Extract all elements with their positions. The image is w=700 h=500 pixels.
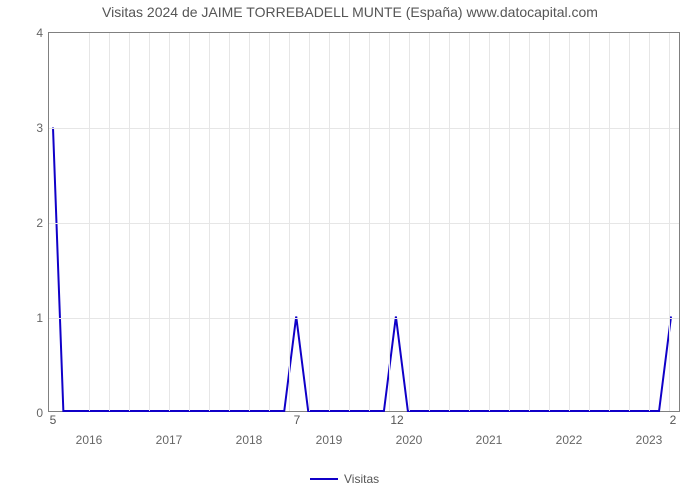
y-tick-label: 4 bbox=[36, 26, 49, 40]
value-label: 12 bbox=[390, 411, 403, 427]
gridline-v bbox=[429, 33, 430, 411]
gridline-v bbox=[309, 33, 310, 411]
gridline-h bbox=[49, 318, 679, 319]
gridline-v bbox=[129, 33, 130, 411]
value-label: 2 bbox=[670, 411, 677, 427]
series-line bbox=[49, 33, 679, 411]
gridline-v bbox=[529, 33, 530, 411]
gridline-h bbox=[49, 128, 679, 129]
x-tick-label: 2016 bbox=[76, 411, 103, 447]
gridline-v bbox=[569, 33, 570, 411]
gridline-v bbox=[649, 33, 650, 411]
plot-area: 0123420162017201820192020202120222023571… bbox=[48, 32, 680, 412]
gridline-v bbox=[449, 33, 450, 411]
x-tick-label: 2023 bbox=[636, 411, 663, 447]
gridline-v bbox=[509, 33, 510, 411]
chart-title: Visitas 2024 de JAIME TORREBADELL MUNTE … bbox=[0, 4, 700, 20]
legend-swatch bbox=[310, 478, 338, 480]
gridline-v bbox=[469, 33, 470, 411]
y-tick-label: 0 bbox=[36, 406, 49, 420]
x-tick-label: 2021 bbox=[476, 411, 503, 447]
y-tick-label: 1 bbox=[36, 311, 49, 325]
gridline-v bbox=[229, 33, 230, 411]
x-tick-label: 2017 bbox=[156, 411, 183, 447]
gridline-v bbox=[389, 33, 390, 411]
gridline-v bbox=[489, 33, 490, 411]
visits-chart: Visitas 2024 de JAIME TORREBADELL MUNTE … bbox=[0, 0, 700, 500]
gridline-v bbox=[589, 33, 590, 411]
x-tick-label: 2018 bbox=[236, 411, 263, 447]
gridline-v bbox=[669, 33, 670, 411]
legend: Visitas bbox=[310, 472, 379, 486]
gridline-v bbox=[369, 33, 370, 411]
gridline-v bbox=[189, 33, 190, 411]
y-tick-label: 3 bbox=[36, 121, 49, 135]
gridline-v bbox=[289, 33, 290, 411]
gridline-v bbox=[209, 33, 210, 411]
gridline-v bbox=[609, 33, 610, 411]
gridline-v bbox=[409, 33, 410, 411]
gridline-v bbox=[149, 33, 150, 411]
x-tick-label: 2019 bbox=[316, 411, 343, 447]
gridline-v bbox=[169, 33, 170, 411]
gridline-v bbox=[109, 33, 110, 411]
x-tick-label: 2022 bbox=[556, 411, 583, 447]
gridline-v bbox=[629, 33, 630, 411]
gridline-v bbox=[249, 33, 250, 411]
y-tick-label: 2 bbox=[36, 216, 49, 230]
gridline-h bbox=[49, 223, 679, 224]
gridline-v bbox=[269, 33, 270, 411]
value-label: 7 bbox=[294, 411, 301, 427]
gridline-v bbox=[329, 33, 330, 411]
legend-label: Visitas bbox=[344, 472, 379, 486]
gridline-v bbox=[89, 33, 90, 411]
gridline-v bbox=[549, 33, 550, 411]
value-label: 5 bbox=[50, 411, 57, 427]
gridline-v bbox=[349, 33, 350, 411]
